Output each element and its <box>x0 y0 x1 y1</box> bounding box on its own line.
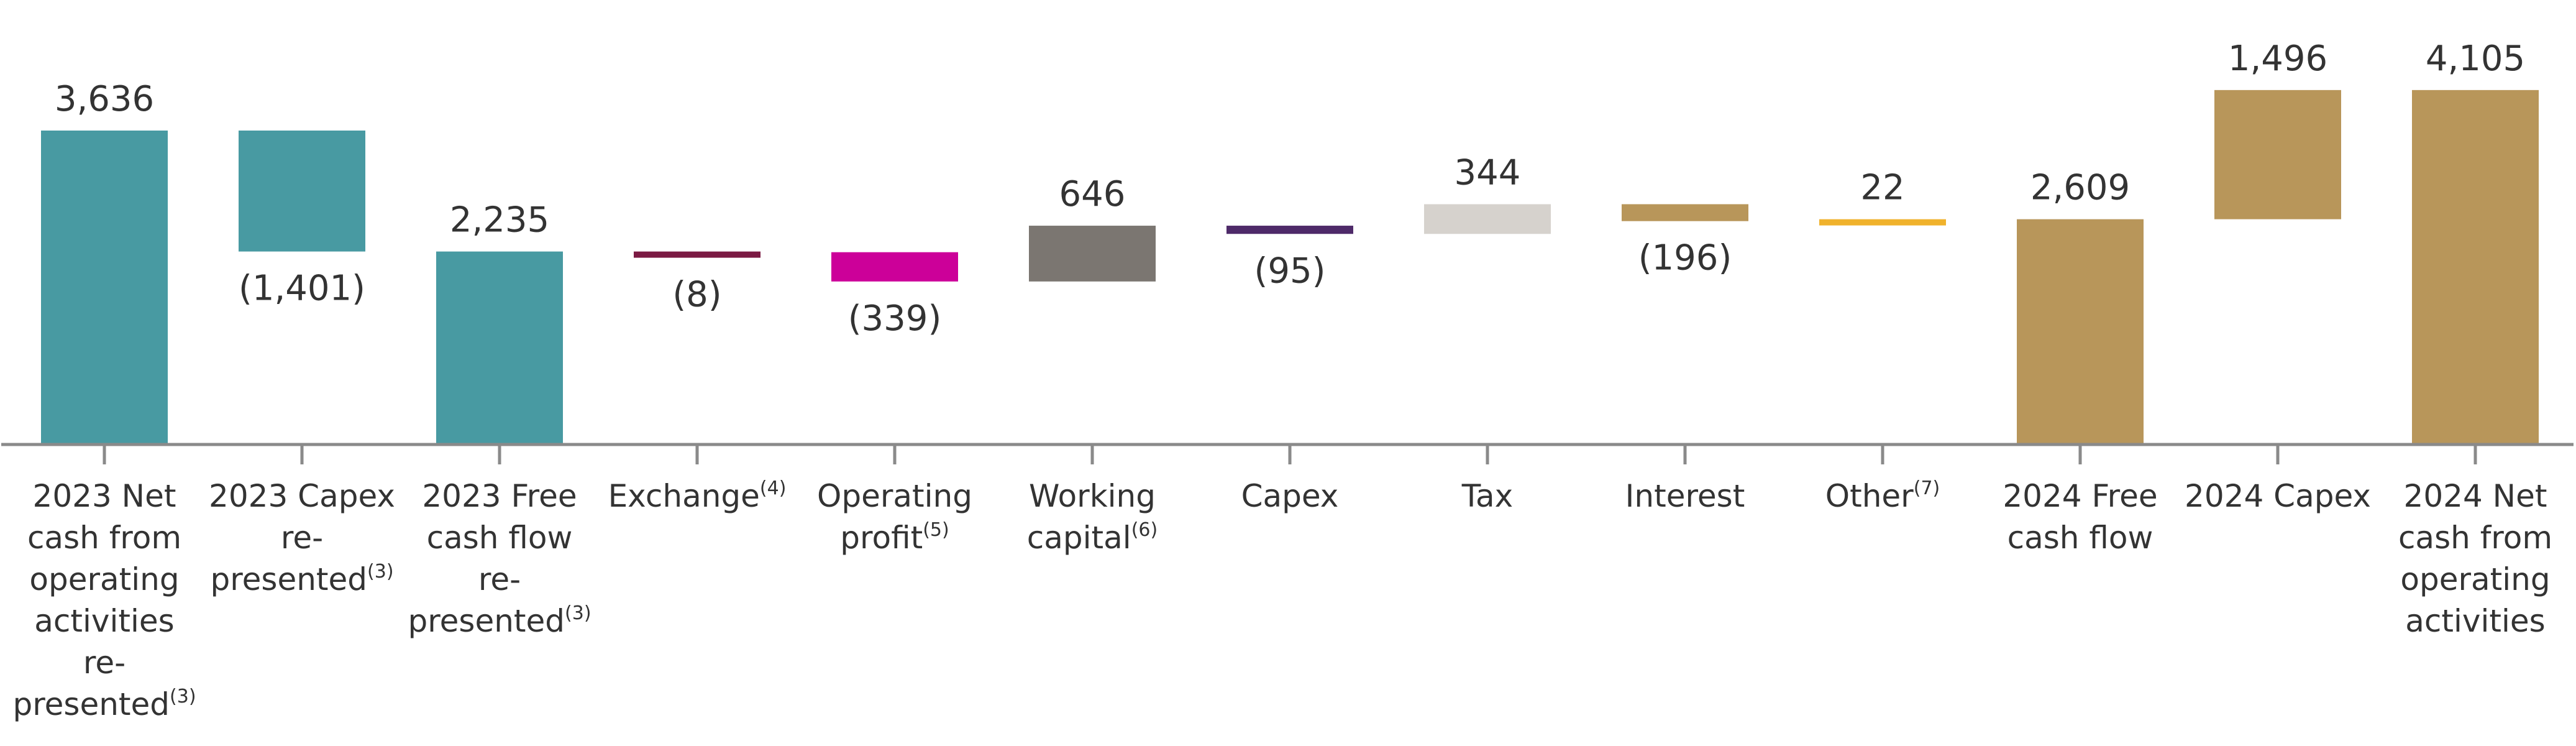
value-label-1: 3,636 <box>55 79 154 119</box>
category-label-1-line-2: cash from <box>27 520 181 556</box>
category-label-12-line-1: 2024 Capex <box>2185 478 2371 514</box>
bar-12 <box>2214 90 2341 219</box>
value-label-3: 2,235 <box>450 200 549 241</box>
category-label-6-line-2: capital(6) <box>1027 519 1158 556</box>
category-label-11-line-1: 2024 Free <box>2003 478 2157 514</box>
category-label-3-line-4: presented(3) <box>408 602 591 639</box>
bar-10 <box>1819 219 1946 226</box>
category-label-1-line-1: 2023 Net <box>33 478 176 514</box>
category-label-3-line-1: 2023 Free <box>422 478 577 514</box>
x-axis <box>1 443 2574 464</box>
bar-7 <box>1226 226 1353 234</box>
value-label-2: (1,401) <box>239 269 365 309</box>
category-label-4-line-1: Exchange(4) <box>608 477 787 514</box>
category-label-13-line-2: cash from <box>2398 520 2552 556</box>
category-label-7-line-1: Capex <box>1241 478 1339 514</box>
category-label-1-line-6: presented(3) <box>12 686 196 722</box>
category-label-1-line-5: re- <box>83 645 126 681</box>
category-labels-layer: 2023 Net cash from operating activities re-p… <box>12 477 2552 722</box>
value-label-5: (339) <box>848 298 942 339</box>
category-label-9-line-1: Interest <box>1625 478 1745 514</box>
category-label-2-line-2: re- <box>281 520 323 556</box>
value-label-9: (196) <box>1638 238 1732 279</box>
value-label-12: 1,496 <box>2228 39 2327 79</box>
category-label-13-line-3: operating <box>2400 561 2550 597</box>
value-labels-layer: 3,636 (1,401) 2,235 (8) (339) 646 (95) 344 (196)… <box>55 39 2525 339</box>
value-label-11: 2,609 <box>2030 168 2130 208</box>
category-label-2-line-3: presented(3) <box>210 561 393 597</box>
category-label-13-line-1: 2024 Net <box>2404 478 2547 514</box>
value-label-8: 344 <box>1455 152 1521 193</box>
value-label-10: 22 <box>1860 168 1904 208</box>
value-label-6: 646 <box>1059 174 1126 214</box>
bars-layer <box>41 90 2539 445</box>
category-label-1-line-4: activities <box>34 603 174 639</box>
value-label-7: (95) <box>1254 251 1326 291</box>
bar-9 <box>1622 204 1748 221</box>
category-label-3-line-2: cash flow <box>427 520 573 556</box>
category-label-6-line-1: Working <box>1029 478 1156 514</box>
category-label-13-line-4: activities <box>2405 603 2545 639</box>
value-label-13: 4,105 <box>2426 39 2525 79</box>
category-label-5-line-1: Operating <box>817 478 972 514</box>
category-label-11-line-2: cash flow <box>2007 520 2154 556</box>
bar-2 <box>239 131 365 252</box>
category-label-5-line-2: profit(5) <box>840 519 949 556</box>
bar-11 <box>2017 219 2144 444</box>
bar-3 <box>436 251 563 444</box>
category-label-2-line-1: 2023 Capex <box>209 478 395 514</box>
value-label-4: (8) <box>672 275 721 315</box>
category-label-1-line-3: operating <box>29 561 179 597</box>
bar-1 <box>41 131 168 444</box>
category-label-8-line-1: Tax <box>1461 478 1514 514</box>
bar-5 <box>831 252 958 282</box>
bar-4 <box>634 251 760 258</box>
category-label-3-line-3: re- <box>478 561 521 597</box>
category-label-10-line-1: Other(7) <box>1825 477 1940 514</box>
bar-6 <box>1029 226 1156 282</box>
bar-13 <box>2412 90 2539 445</box>
bar-8 <box>1424 204 1551 234</box>
